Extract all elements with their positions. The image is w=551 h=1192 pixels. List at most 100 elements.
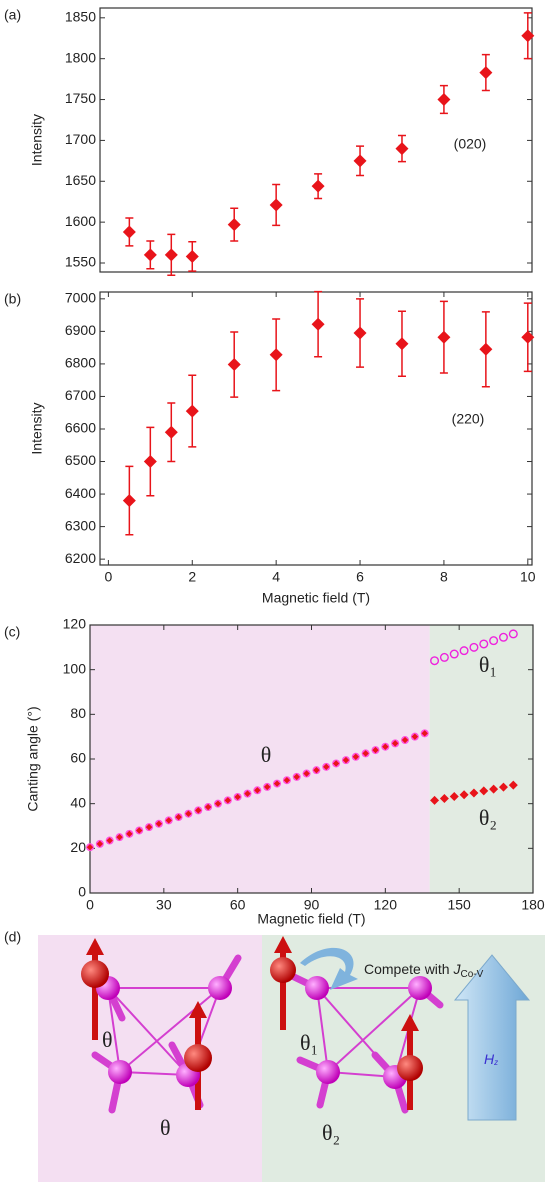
data-point bbox=[164, 816, 173, 825]
x-tick-label: 90 bbox=[304, 897, 320, 913]
data-point bbox=[143, 248, 157, 262]
y-tick-label: 80 bbox=[70, 705, 86, 721]
data-point bbox=[401, 736, 410, 745]
data-point bbox=[302, 769, 311, 778]
x-tick-label: 6 bbox=[356, 569, 364, 585]
x-tick-label: 120 bbox=[374, 897, 398, 913]
marker-core bbox=[106, 837, 113, 844]
y-tick-label: 6500 bbox=[65, 452, 96, 468]
marker-core bbox=[342, 756, 350, 764]
data-point bbox=[479, 786, 489, 796]
y-tick-label: 6400 bbox=[65, 485, 96, 501]
x-tick-label: 4 bbox=[272, 569, 280, 585]
panel-label: (a) bbox=[4, 7, 21, 23]
marker-core bbox=[224, 797, 232, 804]
data-point bbox=[353, 326, 367, 340]
panel-label: (d) bbox=[4, 929, 21, 945]
data-point bbox=[227, 358, 241, 372]
y-tick-label: 40 bbox=[70, 794, 86, 810]
data-point bbox=[439, 652, 449, 662]
data-point bbox=[469, 788, 479, 798]
data-point bbox=[322, 762, 331, 771]
y-tick-label: 1850 bbox=[65, 9, 96, 25]
y-tick-label: 0 bbox=[78, 884, 86, 900]
x-tick-label: 0 bbox=[86, 897, 94, 913]
data-point bbox=[479, 66, 493, 80]
y-tick-label: 1650 bbox=[65, 172, 96, 188]
x-tick-label: 10 bbox=[520, 569, 536, 585]
data-point bbox=[122, 225, 136, 239]
data-point bbox=[489, 636, 499, 646]
y-tick-label: 1700 bbox=[65, 131, 96, 147]
y-axis-label: Canting angle (°) bbox=[25, 706, 41, 811]
x-tick-label: 30 bbox=[156, 897, 172, 913]
data-point bbox=[437, 93, 451, 107]
data-point bbox=[449, 649, 459, 659]
y-tick-label: 1550 bbox=[65, 254, 96, 270]
data-point bbox=[122, 494, 136, 508]
data-point bbox=[449, 792, 459, 802]
marker-core bbox=[273, 780, 281, 787]
marker-core bbox=[214, 800, 222, 807]
data-point bbox=[430, 795, 440, 805]
marker-core bbox=[185, 810, 192, 817]
data-point bbox=[508, 780, 518, 790]
data-point bbox=[125, 829, 134, 838]
data-point bbox=[86, 843, 94, 852]
marker-core bbox=[323, 763, 330, 771]
region bbox=[429, 625, 533, 893]
data-point bbox=[311, 179, 325, 193]
data-point bbox=[351, 752, 360, 761]
marker-core bbox=[382, 743, 389, 750]
marker-core bbox=[116, 833, 123, 841]
y-tick-label: 20 bbox=[70, 839, 86, 855]
data-point bbox=[311, 317, 325, 331]
data-point bbox=[479, 639, 489, 649]
data-point bbox=[223, 796, 232, 805]
y-tick-label: 60 bbox=[70, 750, 86, 766]
marker-core bbox=[421, 730, 428, 737]
data-point bbox=[371, 746, 380, 755]
data-point bbox=[332, 759, 341, 768]
x-tick-label: 8 bbox=[440, 569, 448, 585]
marker-core bbox=[234, 793, 241, 801]
field-symbol: H bbox=[484, 1051, 495, 1067]
x-axis-label: Magnetic field (T) bbox=[262, 590, 370, 606]
panel-label: (b) bbox=[4, 291, 21, 307]
x-tick-label: 0 bbox=[104, 569, 112, 585]
series-label: θ₁ bbox=[479, 652, 497, 677]
y-tick-label: 7000 bbox=[65, 290, 96, 306]
y-axis-label: Intensity bbox=[29, 402, 45, 454]
y-tick-label: 6300 bbox=[65, 517, 96, 533]
annotation: (020) bbox=[454, 136, 487, 152]
annotation: (220) bbox=[452, 411, 485, 427]
y-tick-label: 1800 bbox=[65, 49, 96, 65]
data-point bbox=[353, 154, 367, 168]
data-point bbox=[469, 642, 479, 652]
data-point bbox=[135, 826, 144, 835]
data-point bbox=[439, 794, 449, 804]
angle-label: θ bbox=[160, 1115, 171, 1140]
data-point bbox=[273, 779, 282, 788]
x-axis-label: Magnetic field (T) bbox=[257, 911, 365, 927]
data-point bbox=[498, 632, 508, 642]
data-point bbox=[479, 342, 493, 356]
field-sub: z bbox=[493, 1058, 498, 1067]
note-text: Compete with bbox=[364, 961, 453, 977]
note-symbol: J bbox=[452, 961, 461, 977]
data-point bbox=[459, 646, 469, 656]
data-point bbox=[521, 330, 535, 344]
data-point bbox=[282, 776, 291, 785]
marker-core bbox=[372, 746, 379, 754]
data-point bbox=[420, 729, 429, 738]
marker-core bbox=[332, 760, 340, 767]
marker-core bbox=[283, 777, 291, 784]
marker-core bbox=[352, 753, 359, 760]
marker-core bbox=[244, 790, 251, 797]
x-tick-label: 60 bbox=[230, 897, 246, 913]
y-tick-label: 100 bbox=[63, 660, 87, 676]
data-point bbox=[233, 792, 242, 801]
y-tick-label: 6200 bbox=[65, 550, 96, 566]
series-label: θ bbox=[261, 742, 272, 767]
